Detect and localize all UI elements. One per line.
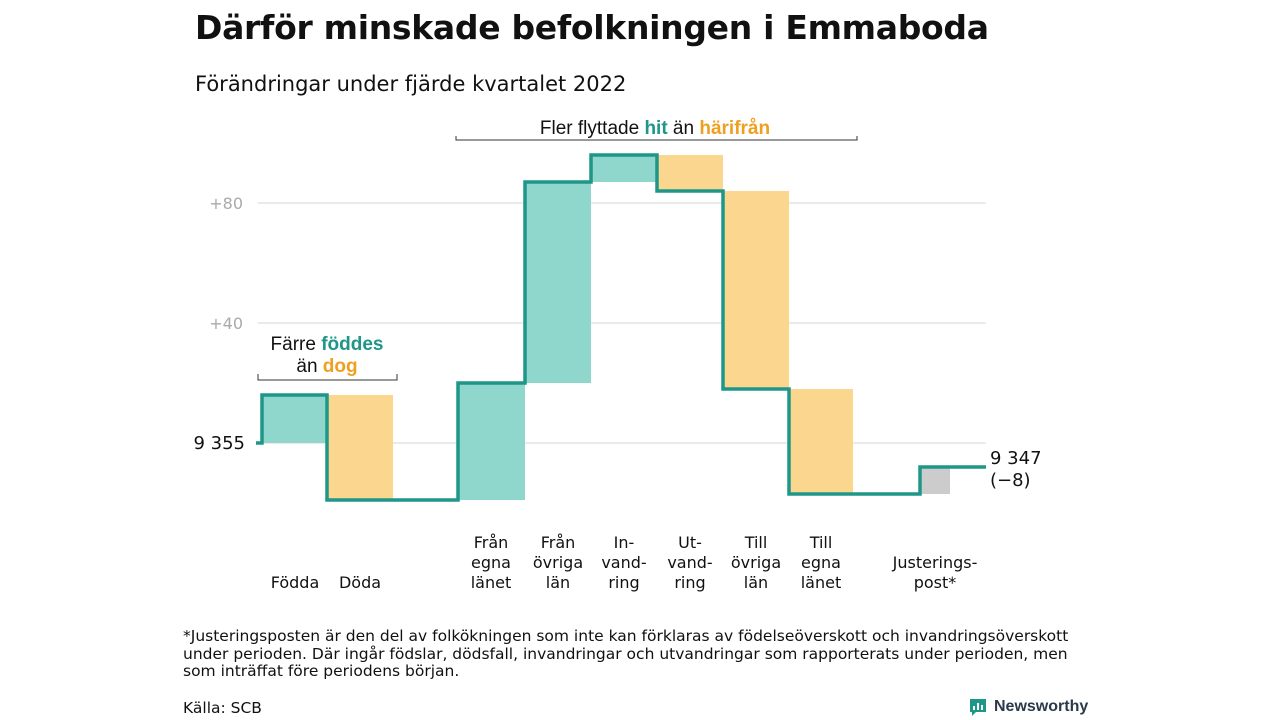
births-deaths-bracket xyxy=(257,374,398,381)
category-label: vand- xyxy=(601,553,646,572)
population-step-line xyxy=(256,153,986,502)
bar-out xyxy=(723,191,789,389)
category-label: ring xyxy=(608,573,639,592)
category-label: ring xyxy=(674,573,705,592)
source-note: Källa: SCB xyxy=(183,699,262,717)
chart-title: Därför minskade befolkningen i Emmaboda xyxy=(195,8,989,47)
y-tick-label: +80 xyxy=(209,194,243,213)
end-value-label: (−8) xyxy=(990,470,1031,491)
category-label: Till xyxy=(809,533,833,552)
category-label: Från xyxy=(474,533,509,552)
bar-in xyxy=(262,395,328,443)
category-label: Justerings- xyxy=(892,553,978,572)
newsworthy-logo-icon xyxy=(970,699,986,716)
category-label: Födda xyxy=(271,573,320,592)
brand-logo: Newsworthy xyxy=(968,697,1088,717)
category-label: Från xyxy=(541,533,576,552)
category-label: län xyxy=(546,573,570,592)
category-label: län xyxy=(744,573,768,592)
category-label: post* xyxy=(914,573,957,592)
category-label: egna xyxy=(801,553,841,572)
bar-adjustment xyxy=(920,467,950,494)
category-label: Döda xyxy=(339,573,381,592)
bar-in xyxy=(458,383,525,500)
category-label: länet xyxy=(471,573,512,592)
category-label: egna xyxy=(471,553,511,572)
category-label: Ut- xyxy=(678,533,702,552)
end-value-label: 9 347 xyxy=(990,448,1042,469)
category-label: Till xyxy=(744,533,768,552)
bar-out xyxy=(327,395,393,500)
category-label: vand- xyxy=(667,553,712,572)
footnote: *Justeringsposten är den del av folkökni… xyxy=(183,627,1069,680)
start-value-label: 9 355 xyxy=(193,433,245,454)
migration-bracket xyxy=(455,136,858,141)
births-deaths-annotation: än dog xyxy=(296,356,357,377)
category-label: övriga xyxy=(533,553,583,572)
migration-annotation: Fler flyttade hit än härifrån xyxy=(540,118,770,139)
chart-subtitle: Förändringar under fjärde kvartalet 2022 xyxy=(195,72,627,96)
bar-out xyxy=(789,389,853,494)
y-tick-label: +40 xyxy=(209,314,243,333)
category-label: länet xyxy=(801,573,842,592)
bar-in xyxy=(591,155,657,182)
category-label: övriga xyxy=(731,553,781,572)
bar-in xyxy=(525,182,591,383)
category-label: In- xyxy=(614,533,635,552)
bar-out xyxy=(657,155,723,191)
brand-name: Newsworthy xyxy=(994,698,1089,715)
births-deaths-annotation: Färre föddes xyxy=(271,334,384,355)
